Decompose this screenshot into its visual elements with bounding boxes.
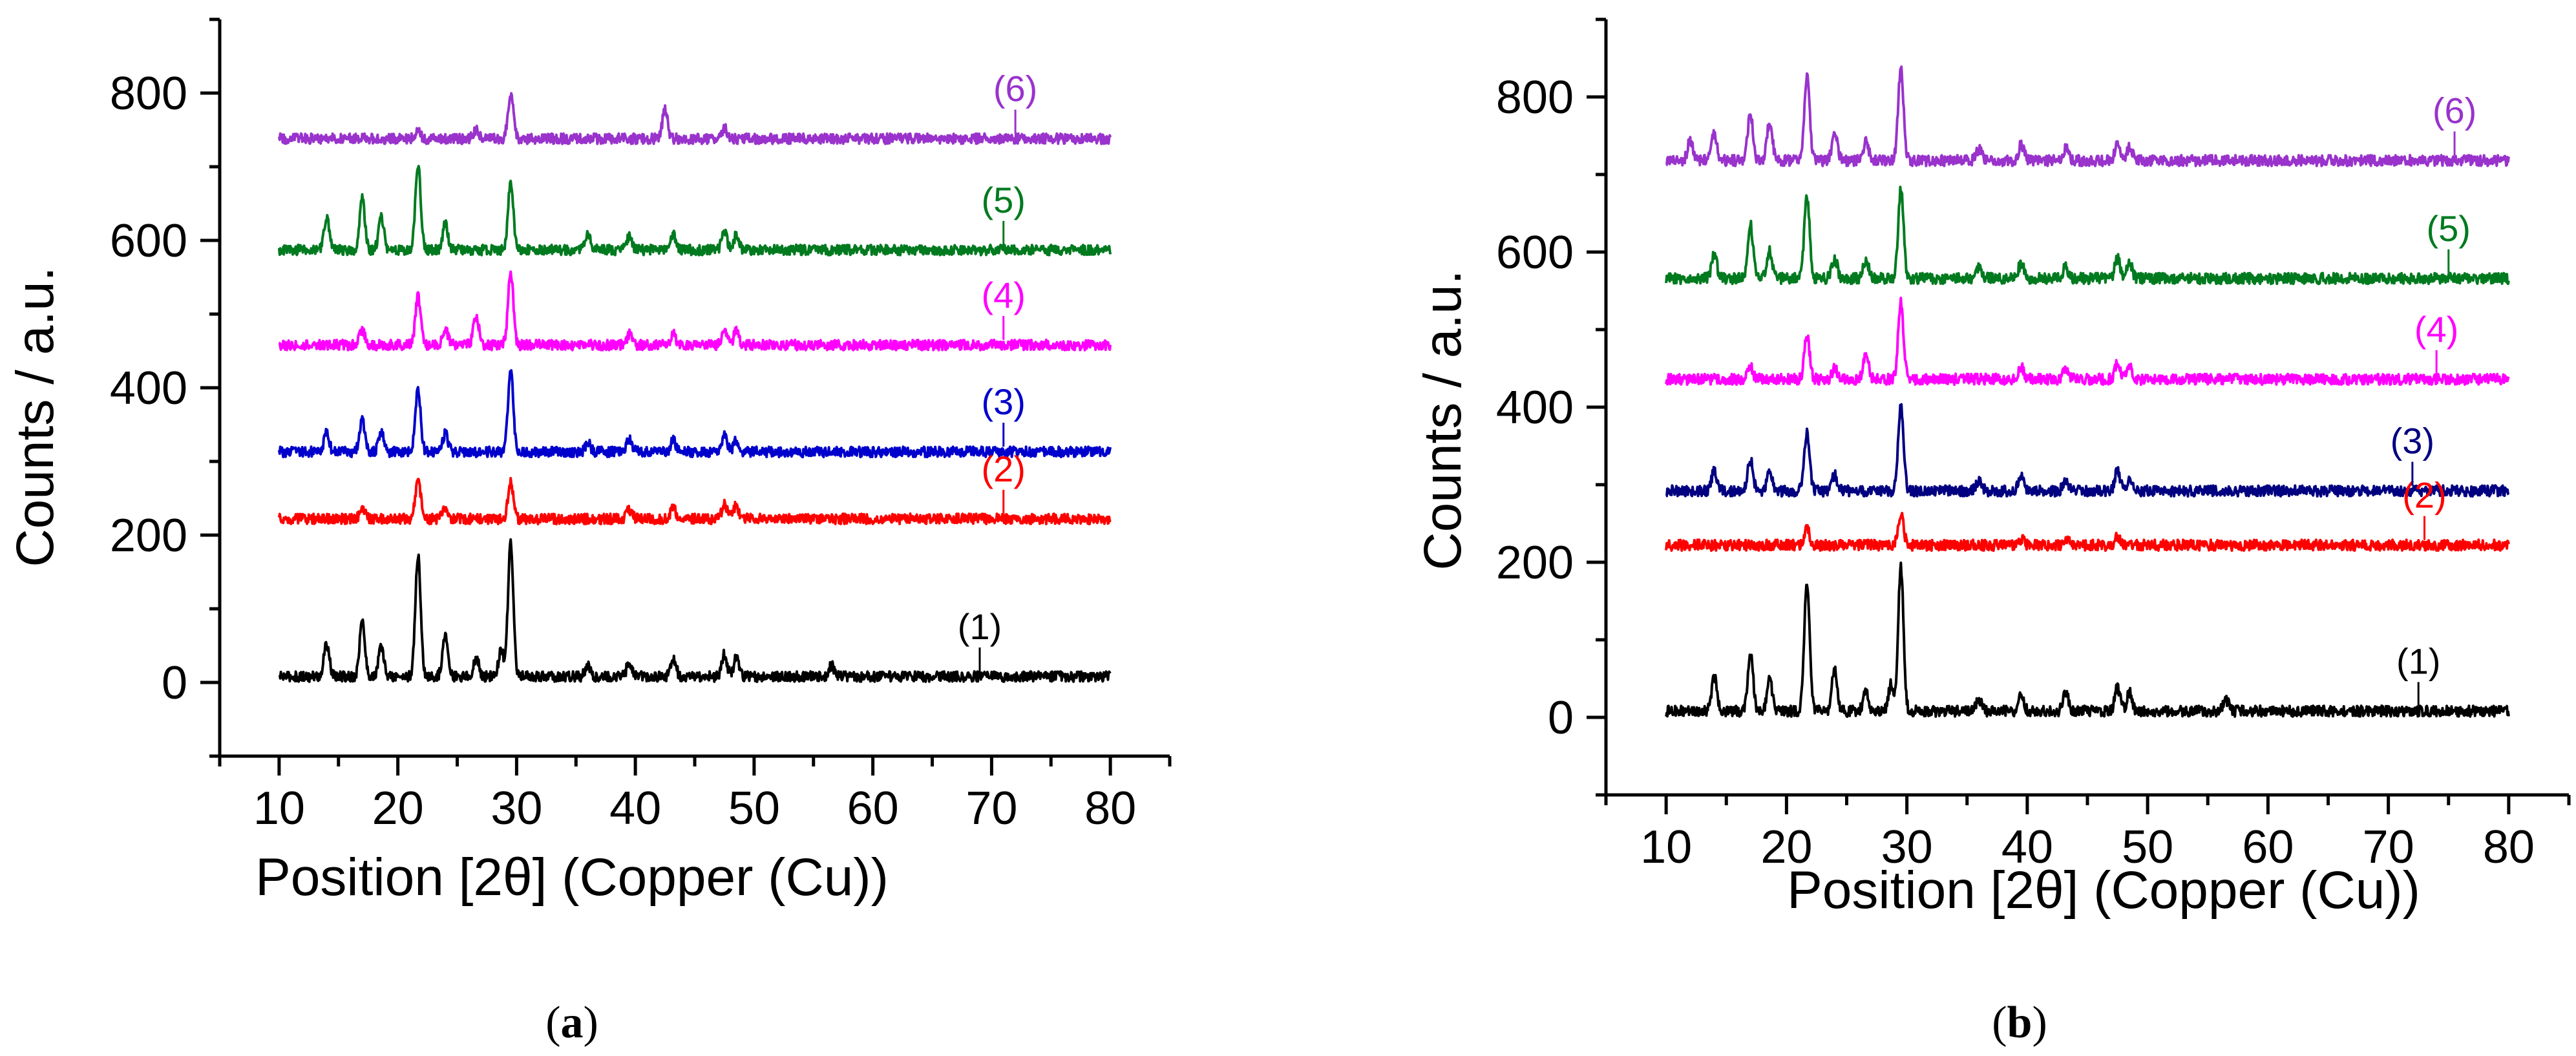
series-label-2: (2)	[2402, 475, 2446, 516]
series-trace-3	[277, 369, 1112, 459]
chart-a-traces	[277, 92, 1112, 683]
series-label-3: (3)	[2391, 421, 2434, 461]
y-tick-label: 0	[1548, 692, 1574, 744]
series-label-3: (3)	[982, 381, 1026, 422]
series-trace-6	[277, 92, 1112, 145]
series-trace-2	[1665, 511, 2510, 552]
chart-a-x-axis-title: Position [2θ] (Copper (Cu))	[255, 848, 889, 907]
y-tick-label: 600	[1496, 227, 1574, 279]
y-tick-label: 200	[1496, 537, 1574, 589]
series-trace-1	[1665, 561, 2510, 718]
series-label-5: (5)	[982, 180, 1026, 220]
x-tick-label: 10	[1640, 821, 1692, 873]
chart-b-series-labels: (1) (2) (3) (4) (5) (6)	[2391, 90, 2476, 706]
series-label-1: (1)	[958, 606, 1002, 647]
x-tick-label: 20	[372, 783, 424, 834]
chart-b-traces	[1665, 65, 2510, 718]
series-label-1: (1)	[2396, 640, 2440, 681]
x-tick-label: 10	[253, 783, 305, 834]
x-tick-label: 30	[491, 783, 542, 834]
series-trace-5	[277, 165, 1112, 257]
chart-a-y-axis-title: Counts / a.u.	[6, 267, 65, 567]
y-tick-label: 400	[1496, 382, 1574, 434]
chart-panel-b: (1)(2)(3)(4)(5)(6) 10 20 30 40 50 60 70 8002004…	[1413, 17, 2571, 1048]
x-tick-label: 50	[728, 783, 780, 834]
chart-b-x-axis-title: Position [2θ] (Copper (Cu))	[1787, 861, 2420, 920]
series-label-4: (4)	[982, 275, 1026, 315]
series-trace-2	[277, 477, 1112, 525]
x-tick-label: 60	[847, 783, 899, 834]
x-tick-label: 40	[2001, 821, 2053, 873]
series-trace-3	[1665, 403, 2510, 498]
series-trace-6	[1665, 65, 2510, 167]
y-tick-label: 0	[162, 657, 187, 709]
x-tick-label: 30	[1881, 821, 1933, 873]
x-tick-label: 70	[966, 783, 1017, 834]
series-trace-5	[1665, 185, 2510, 286]
y-tick-label: 400	[110, 363, 187, 414]
series-label-4: (4)	[2414, 309, 2458, 350]
series-trace-4	[1665, 297, 2510, 386]
y-tick-label: 800	[1496, 72, 1574, 123]
chart-a-panel-label: (a)	[545, 998, 598, 1048]
y-tick-label: 800	[110, 68, 187, 120]
series-label-6: (6)	[2433, 90, 2476, 131]
x-tick-label: 20	[1760, 821, 1812, 873]
chart-a-series-labels: (1) (2) (3) (4) (5) (6)	[958, 69, 1037, 671]
x-tick-label: 60	[2242, 821, 2294, 873]
series-trace-4	[278, 270, 1112, 352]
chart-b-panel-label: (b)	[1992, 998, 2047, 1048]
x-tick-label: 80	[1084, 783, 1136, 834]
series-label-2: (2)	[982, 449, 1026, 489]
x-tick-label: 80	[2483, 821, 2535, 873]
chart-b-y-axis-title: Counts / a.u.	[1413, 270, 1472, 571]
series-label-5: (5)	[2427, 208, 2471, 249]
series-label-6: (6)	[993, 69, 1037, 109]
y-tick-label: 200	[110, 510, 187, 562]
series-trace-1	[278, 538, 1112, 683]
x-tick-label: 50	[2122, 821, 2173, 873]
x-tick-label: 70	[2363, 821, 2414, 873]
y-tick-label: 600	[110, 215, 187, 267]
chart-panel-a: (1)(2)(3)(4)(5)(6) 10 20 30 40 50 60 70 8002004…	[6, 17, 1172, 1048]
x-tick-label: 40	[609, 783, 661, 834]
